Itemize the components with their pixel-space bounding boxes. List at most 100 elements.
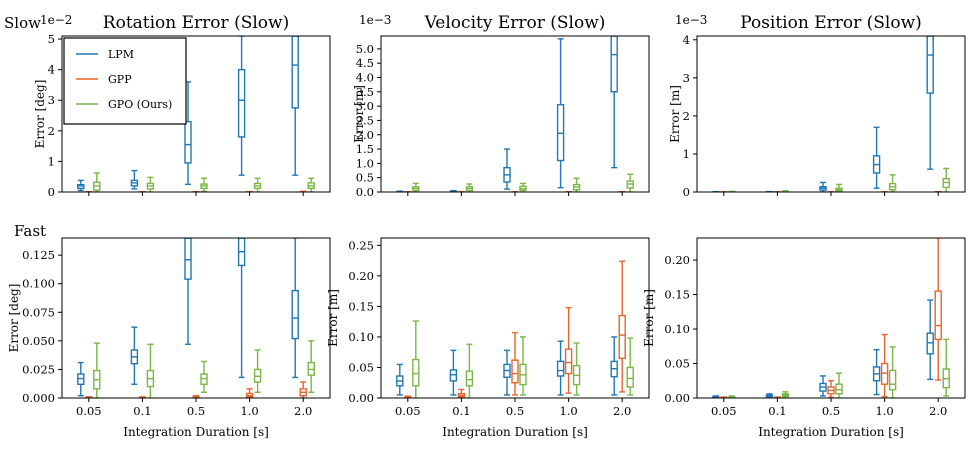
y-tick-label: 0.05 xyxy=(348,360,374,374)
box-lpm-0.5 xyxy=(503,148,511,190)
iqr-box xyxy=(564,348,573,375)
box-gpo-ours-2.0 xyxy=(942,167,950,192)
y-tick-label: 0.025 xyxy=(22,362,55,376)
axis-multiplier: 1e−2 xyxy=(40,13,72,27)
y-tick-label: 0.00 xyxy=(664,391,690,405)
legend-frame xyxy=(63,37,187,125)
y-tick-label: 1.0 xyxy=(356,156,374,170)
box-lpm-2.0 xyxy=(291,36,299,176)
legend-label: GPP xyxy=(108,73,132,86)
box-gpo-ours-0.5 xyxy=(200,177,208,192)
x-tick-label: 0.5 xyxy=(822,404,840,418)
axis-multiplier: 1e−3 xyxy=(675,13,707,27)
box-gpo-ours-0.1 xyxy=(465,183,474,192)
box-lpm-2.0 xyxy=(610,336,618,396)
y-tick-label: 0.075 xyxy=(22,305,55,319)
box-gpp-1.0 xyxy=(245,388,254,398)
box-lpm-0.1 xyxy=(130,169,139,190)
box-lpm-1.0 xyxy=(556,38,565,189)
y-tick-label: 4 xyxy=(683,33,690,47)
box-gpo-ours-0.05 xyxy=(412,182,420,192)
x-tick-label: 0.5 xyxy=(187,404,205,418)
y-tick-label: 5.0 xyxy=(356,42,374,56)
y-tick-label: 1.5 xyxy=(356,142,374,156)
x-tick-label: 0.05 xyxy=(711,404,737,418)
x-tick-label: 0.05 xyxy=(395,404,421,418)
y-tick-label: 0.15 xyxy=(348,299,374,313)
y-tick-label: 0.0 xyxy=(356,185,374,199)
iqr-box xyxy=(465,370,474,387)
y-tick-label: 0.05 xyxy=(664,357,690,371)
box-lpm-1.0 xyxy=(237,36,246,176)
iqr-box xyxy=(618,314,626,360)
box-gpo-ours-0.05 xyxy=(93,342,101,398)
box-gpp-1.0 xyxy=(564,306,573,394)
box-lpm-1.0 xyxy=(872,349,881,396)
box-gpo-ours-1.0 xyxy=(888,174,897,192)
row-label-slow: Slow xyxy=(4,14,41,32)
box-gpp-0.5 xyxy=(511,331,519,396)
y-axis-label: Error [m] xyxy=(642,289,656,347)
chart-panel-5: 0.00 0.05 0.10 0.15 0.20 0.25 0.05 0.1 0.5 1.0 2.0… xyxy=(326,237,650,439)
box-lpm-0.5 xyxy=(184,238,192,345)
box-gpo-ours-0.5 xyxy=(200,360,208,393)
box-gpp-1.0 xyxy=(880,333,889,398)
y-tick-label: 1 xyxy=(683,147,690,161)
axes-frame xyxy=(380,35,650,193)
y-tick-label: 0.000 xyxy=(22,391,55,405)
y-tick-label: 0.00 xyxy=(348,391,374,405)
chart-title: Rotation Error (Slow) xyxy=(103,13,289,33)
y-tick-label: 3.0 xyxy=(356,99,374,113)
x-axis-label: Integration Duration [s] xyxy=(442,425,588,439)
box-plots xyxy=(712,36,950,192)
x-tick-label: 2.0 xyxy=(929,404,947,418)
x-axis-label: Integration Duration [s] xyxy=(758,425,904,439)
box-gpo-ours-2.0 xyxy=(626,337,634,396)
box-gpp-0.1 xyxy=(457,388,466,398)
x-tick-label: 1.0 xyxy=(559,404,577,418)
box-gpo-ours-2.0 xyxy=(942,338,950,397)
box-gpo-ours-0.05 xyxy=(93,172,101,192)
y-axis-label: Error [m] xyxy=(668,85,682,143)
y-tick-label: 0.10 xyxy=(348,330,374,344)
y-tick-label: 4.0 xyxy=(356,71,374,85)
x-tick-label: 0.1 xyxy=(133,404,151,418)
chart-title: Position Error (Slow) xyxy=(740,13,922,33)
y-tick-label: 0.10 xyxy=(664,322,690,336)
box-gpo-ours-0.5 xyxy=(835,183,843,192)
y-tick-label: 2 xyxy=(683,109,690,123)
box-lpm-0.5 xyxy=(819,181,827,192)
x-tick-label: 0.5 xyxy=(506,404,524,418)
y-tick-label: 3 xyxy=(683,71,690,85)
y-tick-label: 1 xyxy=(48,154,55,168)
y-tick-label: 0 xyxy=(683,185,690,199)
box-gpp-0.5 xyxy=(827,380,835,398)
box-plots xyxy=(396,36,634,192)
box-lpm-2.0 xyxy=(610,36,618,169)
y-tick-label: 0.15 xyxy=(664,288,690,302)
x-tick-label: 1.0 xyxy=(875,404,893,418)
y-tick-label: 0.125 xyxy=(22,248,55,262)
box-lpm-0.1 xyxy=(449,349,458,396)
y-axis-label: Error [m] xyxy=(352,85,366,143)
y-tick-label: 0.5 xyxy=(356,171,374,185)
box-lpm-0.05 xyxy=(77,179,85,192)
row-label-fast: Fast xyxy=(14,222,46,240)
y-tick-label: 4 xyxy=(48,63,55,77)
y-tick-label: 3 xyxy=(48,93,55,107)
y-tick-label: 2.5 xyxy=(356,113,374,127)
box-lpm-0.1 xyxy=(765,393,774,398)
y-tick-label: 0 xyxy=(48,185,55,199)
box-gpo-ours-0.05 xyxy=(412,320,420,398)
iqr-box xyxy=(888,369,897,391)
box-lpm-0.5 xyxy=(819,375,827,397)
iqr-box xyxy=(556,360,565,377)
legend-item-1: LPM xyxy=(76,48,134,61)
iqr-box xyxy=(934,290,942,341)
chart-title: Velocity Error (Slow) xyxy=(424,13,606,33)
iqr-box xyxy=(926,36,934,94)
legend-label: LPM xyxy=(108,48,134,61)
box-gpo-ours-2.0 xyxy=(307,177,315,192)
box-lpm-0.05 xyxy=(396,363,404,396)
iqr-box xyxy=(237,68,246,138)
